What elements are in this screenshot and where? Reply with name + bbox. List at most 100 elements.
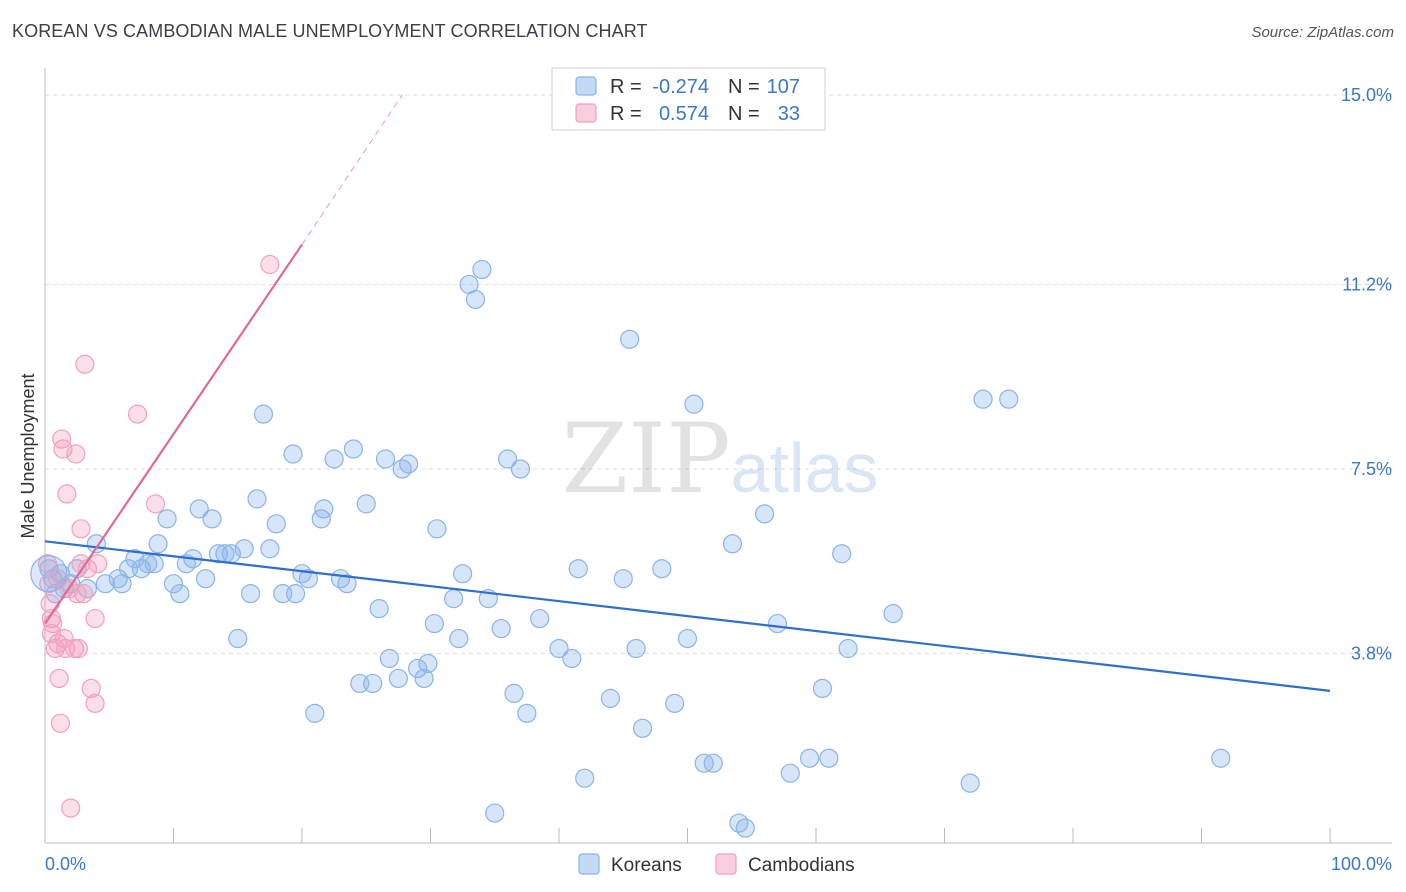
- korean-point: [1211, 748, 1231, 768]
- korean-point: [665, 693, 685, 713]
- korean-point: [812, 678, 833, 699]
- cambodian-n-label: N =: [728, 103, 760, 125]
- korean-point: [202, 509, 222, 529]
- cambodian-point: [54, 628, 74, 649]
- korean-point: [491, 618, 511, 639]
- korean-point: [498, 449, 518, 469]
- chart-title: KOREAN VS CAMBODIAN MALE UNEMPLOYMENT CO…: [12, 21, 648, 41]
- y-tick-label: 3.8%: [1351, 643, 1392, 663]
- korean-point: [228, 628, 248, 649]
- korean-point: [684, 394, 704, 414]
- cambodian-point: [73, 584, 94, 604]
- korean-point: [819, 748, 839, 768]
- korean-point: [388, 668, 408, 689]
- korean-point: [626, 638, 646, 659]
- korean-point: [729, 813, 749, 833]
- korean-trend-line: [44, 540, 1331, 692]
- korean-point: [735, 818, 755, 838]
- korean-point: [324, 449, 344, 469]
- cambodian-r-value: 0.574: [659, 103, 709, 125]
- korean-point: [453, 564, 473, 584]
- korean-point: [379, 648, 399, 669]
- korean-point: [399, 454, 419, 474]
- cambodian-point: [52, 429, 72, 449]
- korean-point: [131, 559, 151, 579]
- cambodian-point: [39, 574, 59, 594]
- y-tick-label: 7.5%: [1351, 459, 1392, 479]
- korean-point: [375, 449, 396, 469]
- cambodian-legend-swatch: [575, 103, 597, 123]
- korean-point: [767, 613, 788, 634]
- korean-point: [600, 688, 621, 708]
- cambodian-point: [68, 638, 89, 659]
- korean-point: [530, 608, 550, 629]
- korean-point: [632, 718, 653, 738]
- korean-point: [973, 389, 993, 409]
- korean-point: [356, 494, 376, 514]
- korean-point: [196, 569, 216, 589]
- korean-r-value: -0.274: [652, 76, 709, 98]
- korean-point: [472, 259, 492, 280]
- data-points: [30, 254, 1231, 838]
- cambodian-point: [127, 404, 148, 424]
- korean-point: [652, 559, 672, 579]
- korean-point: [449, 628, 469, 649]
- korean-point: [343, 439, 363, 459]
- cambodian-point: [61, 798, 81, 818]
- stats-legend-box: [551, 67, 826, 131]
- x-tick-label-max: 100.0%: [1331, 854, 1392, 874]
- cambodians-legend-label: Cambodians: [748, 855, 855, 876]
- korean-point: [414, 668, 434, 689]
- cambodians-legend-swatch: [715, 853, 737, 875]
- korean-point: [241, 584, 261, 604]
- korean-point: [677, 628, 698, 649]
- korean-point: [292, 564, 312, 584]
- cambodian-point: [37, 554, 58, 574]
- korean-point: [517, 703, 537, 723]
- korean-point: [54, 579, 74, 599]
- korean-point: [485, 803, 505, 823]
- cambodian-point: [41, 623, 62, 644]
- korean-point: [148, 534, 168, 554]
- korean-point: [620, 329, 640, 349]
- korean-point: [363, 673, 383, 694]
- trend-lines: [44, 94, 1331, 692]
- y-axis-tick-labels: 3.8% 7.5% 11.2% 15.0%: [1341, 85, 1392, 664]
- watermark: ZIPatlas: [561, 403, 878, 515]
- cambodian-point: [71, 554, 91, 574]
- korean-point: [575, 768, 595, 788]
- korean-point: [424, 613, 444, 634]
- cambodian-point: [50, 713, 71, 733]
- korean-point: [305, 703, 325, 723]
- korean-point: [427, 519, 447, 539]
- korean-cluster-point: [30, 555, 68, 593]
- korean-point: [247, 489, 267, 509]
- korean-point: [549, 638, 569, 659]
- cambodian-r-label: R =: [610, 103, 642, 125]
- cambodian-point: [71, 519, 91, 539]
- korean-point: [780, 763, 800, 783]
- korean-point: [95, 574, 115, 594]
- cambodian-point: [85, 608, 105, 629]
- korean-point: [799, 748, 820, 768]
- korean-point: [337, 574, 357, 594]
- koreans-legend-swatch: [578, 853, 600, 875]
- korean-r-label: R =: [610, 76, 642, 98]
- korean-point: [408, 658, 428, 679]
- korean-point: [157, 509, 177, 529]
- cambodian-n-value: 33: [778, 103, 800, 125]
- gridlines: [45, 94, 1392, 654]
- korean-point: [298, 569, 319, 589]
- x-axis-ticks: [44, 828, 1331, 843]
- korean-point: [722, 534, 743, 554]
- y-tick-label: 11.2%: [1342, 274, 1392, 294]
- cambodian-point: [53, 439, 73, 459]
- cambodian-trend-extension: [301, 94, 403, 245]
- cambodian-point: [43, 613, 63, 634]
- cambodian-point: [85, 693, 105, 713]
- korean-point: [754, 504, 775, 524]
- cambodian-point: [57, 484, 77, 504]
- y-axis-label: Male Unemployment: [18, 373, 38, 538]
- x-tick-label-min: 0.0%: [45, 854, 86, 874]
- korean-point: [163, 574, 184, 594]
